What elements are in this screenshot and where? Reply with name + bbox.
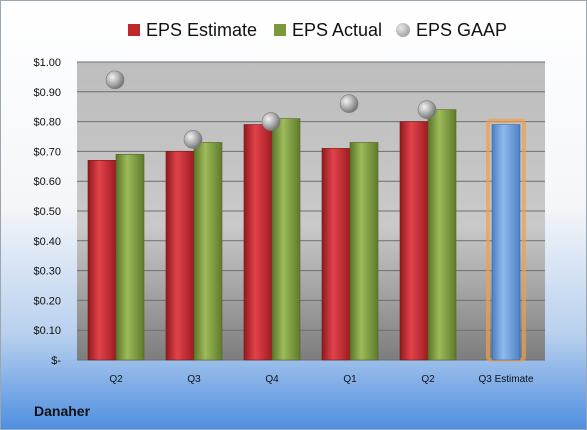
legend-label-estimate: EPS Estimate — [146, 19, 258, 40]
bar-eps-actual — [349, 142, 379, 361]
bar-eps-estimate — [399, 121, 429, 361]
company-name: Danaher — [34, 403, 91, 419]
legend-swatch-estimate — [128, 24, 140, 36]
bar-eps-estimate-projection — [491, 124, 521, 361]
y-tick-label: $1.00 — [33, 57, 61, 69]
y-tick-label: $0.40 — [33, 236, 61, 248]
y-tick-label: $- — [51, 355, 61, 367]
y-tick-label: $0.60 — [33, 176, 61, 188]
legend-item-estimate: EPS Estimate — [128, 17, 257, 43]
x-tick-label: Q2 — [421, 374, 435, 385]
x-tick-label: Q2 — [109, 374, 123, 385]
bar-eps-actual — [115, 154, 145, 361]
gridlines — [77, 61, 545, 361]
x-tick-label: Q1 — [343, 374, 357, 385]
bar-eps-estimate — [243, 124, 273, 361]
point-eps-gaap — [105, 70, 125, 90]
legend-item-actual: EPS Actual — [274, 17, 382, 43]
y-tick-label: $0.90 — [33, 87, 61, 99]
point-eps-gaap — [417, 100, 437, 119]
x-tick-label: Q4 — [265, 374, 279, 385]
x-axis: Q2 Q3 Q4 Q1 Q2 Q3 Estimate — [109, 374, 534, 385]
y-axis: $- $0.10 $0.20 $0.30 $0.40 $0.50 $0.60 $0.70 $0.… — [33, 57, 61, 367]
legend-swatch-gaap — [396, 23, 410, 37]
y-tick-label: $0.80 — [33, 117, 61, 129]
legend-label-actual: EPS Actual — [292, 19, 383, 40]
y-tick-label: $0.70 — [33, 146, 61, 158]
legend-item-gaap: EPS GAAP — [396, 17, 507, 43]
y-tick-label: $0.30 — [33, 266, 61, 278]
point-eps-gaap — [339, 94, 359, 114]
legend-swatch-actual — [274, 24, 286, 36]
y-tick-label: $0.50 — [33, 206, 61, 218]
bars — [87, 70, 526, 362]
point-eps-gaap — [261, 112, 281, 131]
point-eps-gaap — [183, 130, 203, 149]
bar-eps-estimate — [321, 148, 351, 361]
chart-legend: EPS Estimate EPS Actual EPS GAAP — [1, 17, 586, 43]
bar-eps-actual — [427, 109, 457, 361]
x-tick-label: Q3 — [187, 374, 201, 385]
bar-eps-actual — [193, 142, 223, 361]
legend-label-gaap: EPS GAAP — [416, 19, 508, 40]
y-tick-label: $0.10 — [33, 325, 61, 337]
bar-eps-actual — [271, 118, 301, 361]
bar-eps-estimate — [165, 151, 195, 361]
y-tick-label: $0.20 — [33, 295, 61, 307]
x-tick-label: Q3 Estimate — [478, 374, 533, 385]
bar-eps-estimate — [87, 160, 117, 361]
